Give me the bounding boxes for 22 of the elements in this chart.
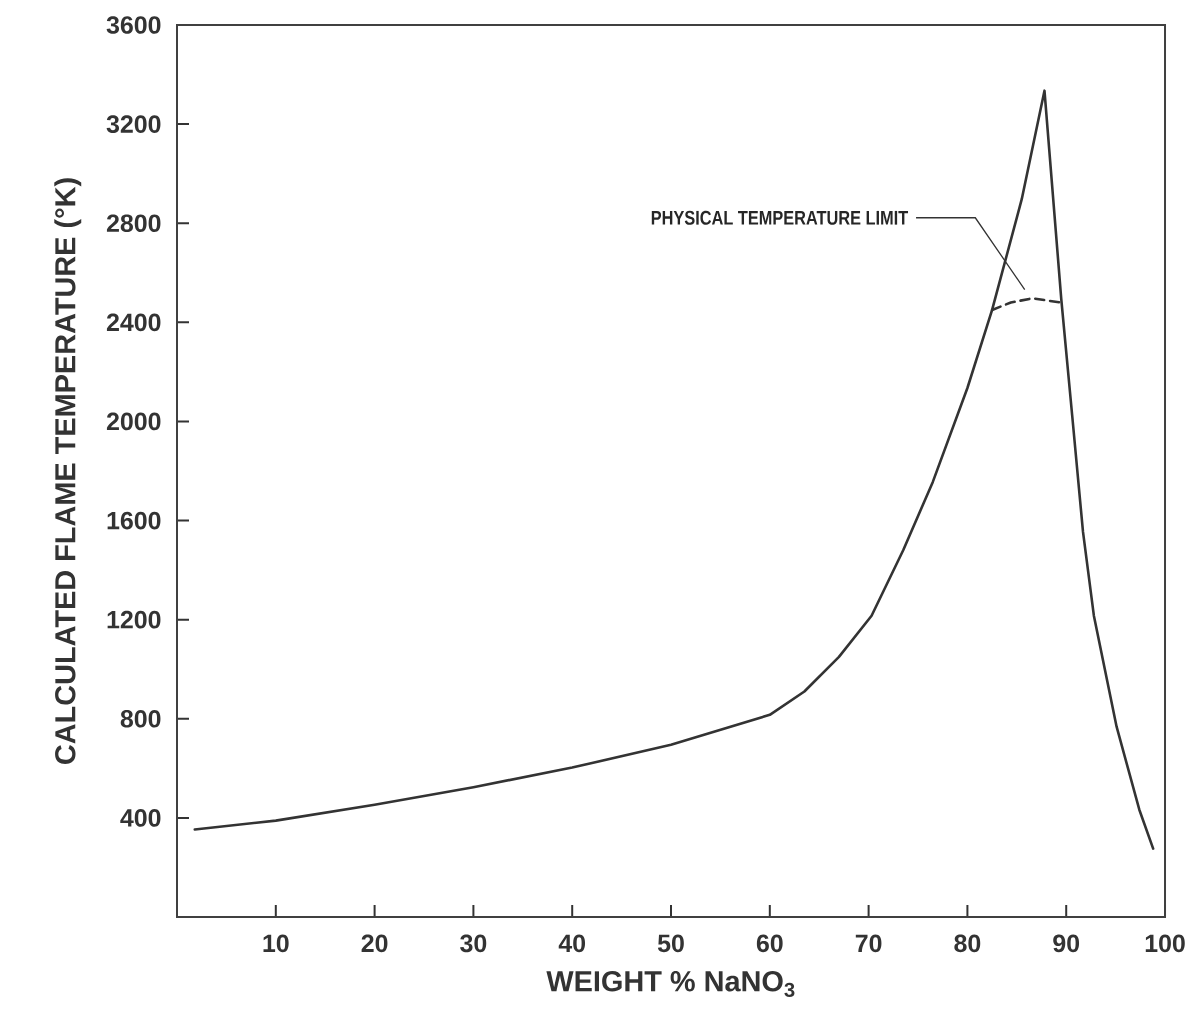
x-tick-label: 70 — [855, 934, 882, 953]
y-tick-label: 400 — [120, 809, 161, 827]
x-tick-label: 100 — [1145, 934, 1185, 953]
x-tick-label: 90 — [1053, 934, 1080, 953]
x-tick-label: 30 — [460, 934, 487, 953]
x-tick-label: 40 — [558, 934, 586, 953]
y-tick-label: 800 — [120, 709, 161, 728]
x-tick-label: 80 — [954, 934, 981, 953]
x-axis-title: WEIGHT % NaNO$_{3}$ — [546, 971, 795, 998]
y-axis-title: CALCULATED FLAME TEMPERATURE (°K) — [54, 178, 82, 764]
y-tick-label: 1600 — [107, 511, 161, 530]
annotation: PHYSICAL TEMPERATURE LIMIT — [651, 210, 909, 225]
y-tick-label: 2000 — [106, 412, 161, 431]
x-tick-label: 10 — [263, 934, 289, 953]
y-tick-label: 1200 — [107, 610, 161, 629]
y-tick-label: 3200 — [106, 115, 161, 133]
y-tick-label: 2400 — [106, 313, 161, 332]
x-tick-label: 20 — [361, 934, 388, 953]
y-tick-label: 2800 — [106, 214, 161, 233]
x-tick-label: 60 — [756, 934, 783, 953]
y-tick-label: 3600 — [106, 16, 161, 34]
x-tick-label: 50 — [657, 934, 684, 953]
